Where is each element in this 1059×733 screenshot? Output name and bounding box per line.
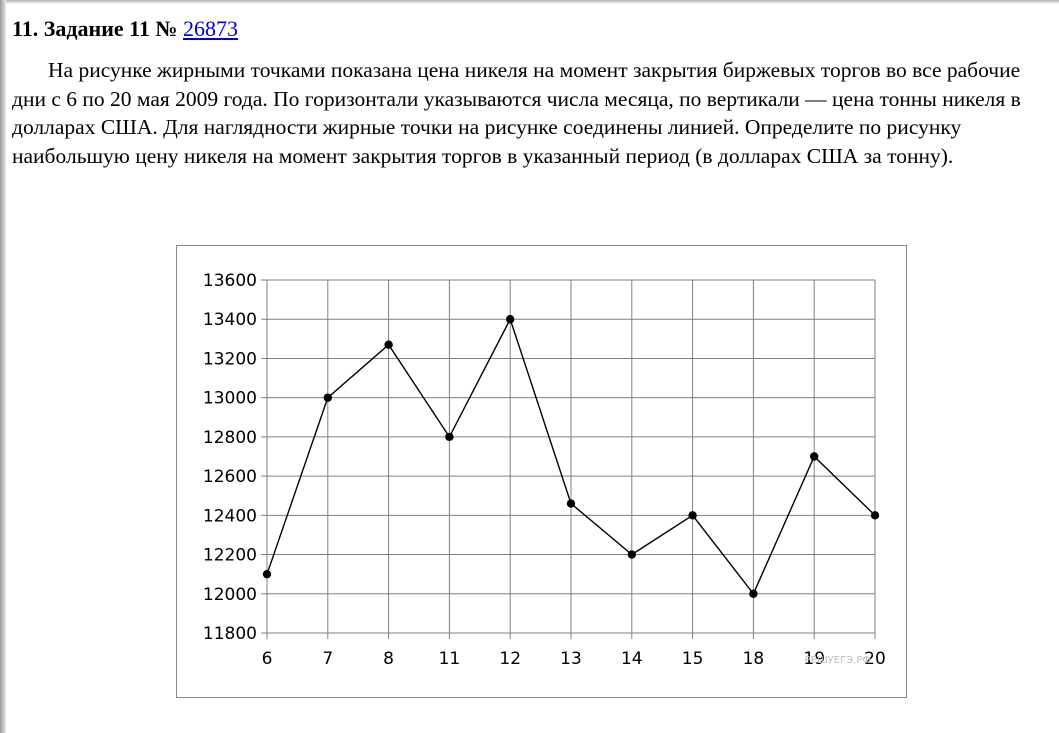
data-point [810,452,819,461]
x-tick-label: 20 [864,649,886,669]
x-tick-label: 11 [439,649,461,669]
x-tick-label: 7 [322,649,333,669]
page-top-edge [0,0,1059,4]
x-tick-label: 15 [682,649,704,669]
price-line-chart: 11800 12000 12200 12400 12600 12800 13000 13200… [203,271,886,669]
chart-frame: 11800 12000 12200 12400 12600 12800 13000 13200… [176,245,907,698]
data-point [384,340,393,349]
page-left-edge [0,0,6,733]
x-tick-label: 6 [262,649,273,669]
x-tick-label: 14 [621,649,643,669]
task-text: На рисунке жирными точками показана цена… [12,58,1021,168]
y-tick-label: 12000 [203,585,257,605]
watermark-text: РЕШУЕГЭ.РФ [805,655,872,666]
task-number-label: 11. Задание 11 № [12,16,178,41]
y-tick-label: 13600 [203,271,257,291]
x-tick-label: 13 [560,649,582,669]
data-point [688,511,697,520]
x-tick-label: 19 [803,649,825,669]
y-tick-label: 11800 [203,624,257,644]
x-tick-label: 8 [383,649,394,669]
y-tick-label: 13000 [203,389,257,409]
data-point [445,432,454,442]
data-point [627,550,636,559]
y-tick-label: 12600 [203,467,257,487]
task-id-link[interactable]: 26873 [183,16,239,41]
data-point [323,393,332,402]
task-header: 11. Задание 11 № 26873 [12,16,238,42]
y-tick-label: 12800 [203,428,257,448]
y-tick-label: 13200 [203,349,257,369]
data-point [506,315,515,324]
x-tick-label: 12 [499,649,521,669]
y-tick-label: 12400 [203,506,257,526]
y-tick-label: 13400 [203,310,257,330]
data-point [262,569,272,579]
data-point [566,499,576,508]
x-tick-label: 18 [743,649,765,669]
y-tick-label: 12200 [203,546,257,566]
data-point [870,511,880,520]
data-point [749,589,758,598]
